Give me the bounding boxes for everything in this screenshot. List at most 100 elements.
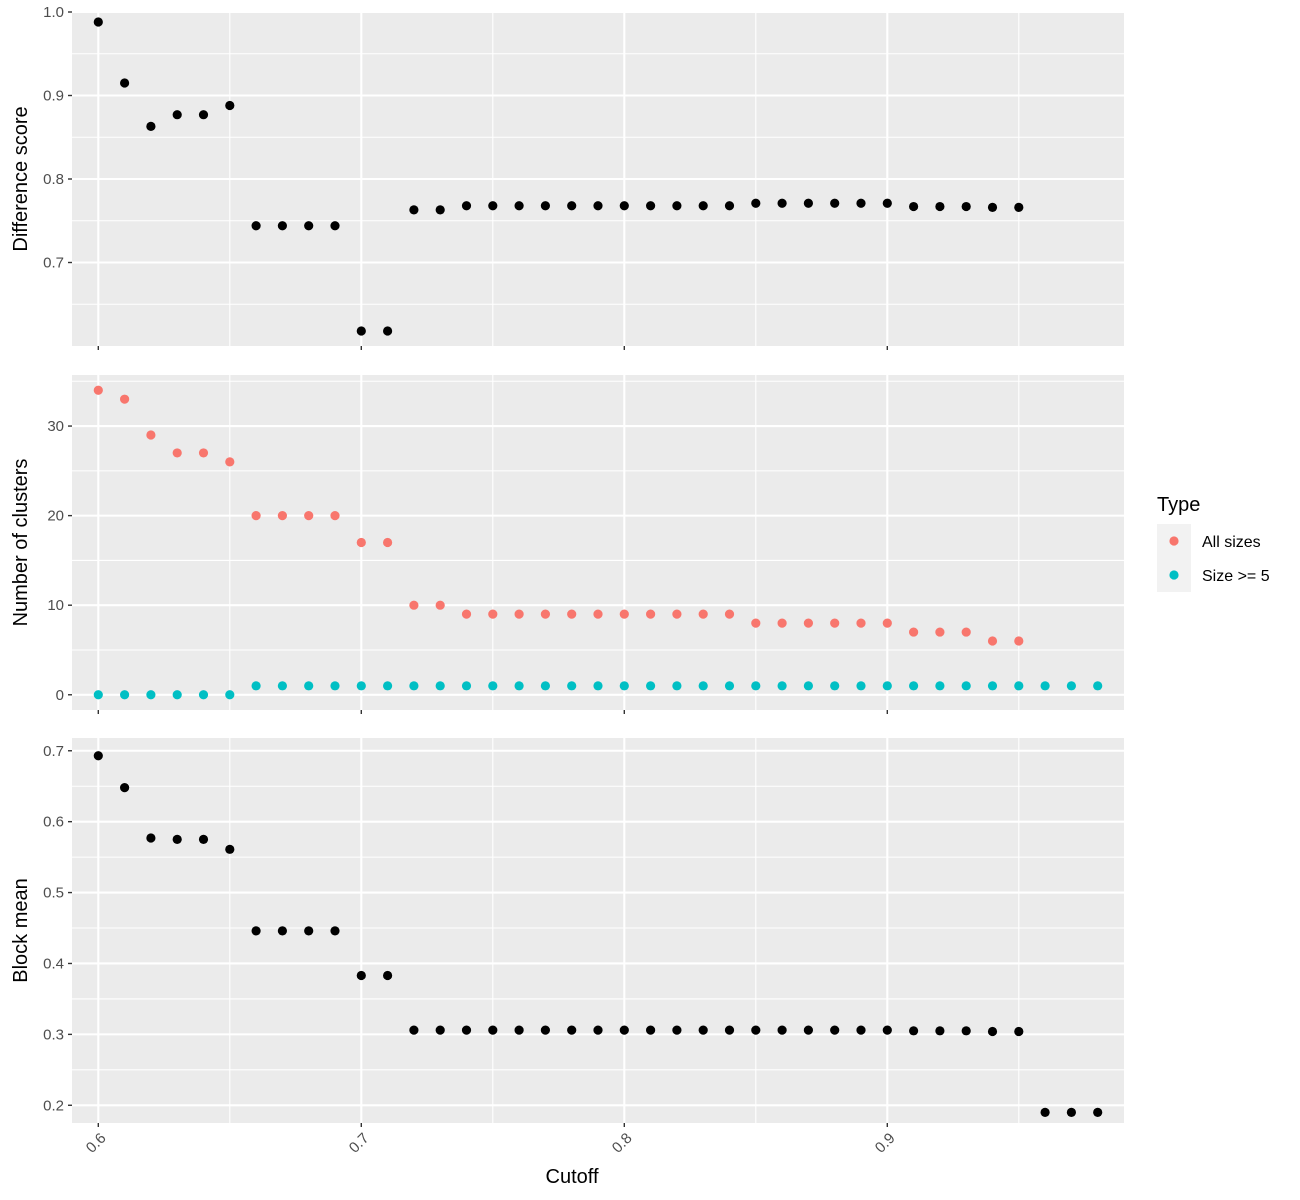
data-point <box>909 1026 919 1036</box>
y-tick-label: 0 <box>56 687 64 704</box>
y-tick-label: 1.0 <box>43 4 64 21</box>
data-point <box>777 618 787 628</box>
data-point <box>514 1025 524 1035</box>
series-2 <box>93 681 1103 700</box>
y-tick-label: 0.4 <box>43 955 64 972</box>
panel-3: 0.2 0.3 0.4 0.5 0.6 0.7 Block mean 0.6 0.7 0.8 0.9… <box>10 738 1124 1188</box>
data-point <box>751 681 761 691</box>
data-point <box>488 201 498 211</box>
data-point <box>567 609 577 619</box>
data-point <box>1066 1107 1076 1117</box>
data-point <box>698 609 708 619</box>
data-point <box>856 198 866 208</box>
data-point <box>277 926 287 936</box>
y-tick-label: 0.2 <box>43 1097 64 1114</box>
data-point <box>619 201 629 211</box>
series-1 <box>93 17 1024 336</box>
data-point <box>1040 1107 1050 1117</box>
data-point <box>198 834 209 844</box>
data-point <box>356 970 366 981</box>
data-point <box>935 681 945 691</box>
data-point <box>1014 681 1024 691</box>
data-point <box>698 1025 708 1035</box>
data-point <box>882 681 892 691</box>
data-point <box>304 511 314 521</box>
data-point <box>987 681 998 691</box>
data-point <box>619 681 629 691</box>
x-tick-label: 0.7 <box>346 1130 373 1157</box>
data-point <box>567 681 577 691</box>
y-tick-label: 0.8 <box>43 171 64 188</box>
data-point <box>619 1025 629 1035</box>
x-axis-title: Cutoff <box>546 1166 599 1188</box>
data-point <box>593 201 603 211</box>
data-point <box>882 1025 892 1035</box>
legend-label: Size >= 5 <box>1202 568 1270 585</box>
panel-background <box>72 375 1124 710</box>
data-point <box>356 537 366 548</box>
data-point <box>856 1025 866 1035</box>
data-point <box>593 1025 603 1035</box>
data-point <box>93 17 103 27</box>
data-point <box>803 1025 814 1035</box>
data-point <box>488 609 498 619</box>
data-point <box>225 100 235 111</box>
data-point <box>330 926 340 936</box>
data-point <box>461 609 472 619</box>
data-point <box>1014 202 1024 212</box>
chart-panels: 0.7 0.8 0.9 1.0 Difference score 0 10 20 30 Numbe… <box>10 4 1124 1188</box>
data-point <box>909 201 919 212</box>
data-point <box>304 681 314 691</box>
data-point <box>1014 636 1024 646</box>
data-point <box>383 681 393 691</box>
data-point <box>304 221 314 231</box>
data-point <box>251 221 261 231</box>
data-point <box>330 681 340 691</box>
panel-background <box>72 738 1124 1123</box>
data-point <box>172 448 182 458</box>
data-point <box>488 1025 498 1035</box>
data-point <box>435 1025 445 1035</box>
x-tick-label: 0.6 <box>83 1130 110 1157</box>
x-tick-label: 0.8 <box>609 1130 636 1157</box>
data-point <box>830 198 840 208</box>
data-point <box>724 1025 735 1035</box>
legend-entry: All sizes <box>1157 524 1261 558</box>
data-point <box>961 201 971 212</box>
data-point <box>1014 1026 1024 1037</box>
data-point <box>540 609 551 619</box>
data-point <box>409 205 419 215</box>
data-point <box>567 1025 577 1035</box>
data-point <box>251 681 261 691</box>
legend: Type All sizes Size >= 5 <box>1157 494 1270 592</box>
data-point <box>356 326 366 336</box>
data-point <box>383 970 393 981</box>
data-point <box>461 681 472 691</box>
data-point <box>146 690 156 700</box>
data-point <box>777 198 787 208</box>
data-point <box>672 609 682 619</box>
data-point <box>777 681 787 691</box>
data-point <box>961 681 971 691</box>
data-point <box>724 681 735 691</box>
data-point <box>987 636 998 646</box>
data-point <box>383 326 393 336</box>
data-point <box>672 201 682 211</box>
data-point <box>856 681 866 691</box>
data-point <box>567 201 577 211</box>
data-point <box>961 1026 971 1036</box>
y-tick-label: 0.6 <box>43 814 64 831</box>
data-point <box>619 609 629 619</box>
data-point <box>435 681 445 691</box>
y-tick-label: 20 <box>47 508 64 525</box>
data-point <box>172 834 182 844</box>
data-point <box>514 201 524 211</box>
data-point <box>93 690 103 700</box>
data-point <box>1093 1107 1103 1117</box>
y-tick-label: 10 <box>47 597 64 614</box>
data-point <box>461 1025 472 1035</box>
legend-swatch <box>1169 536 1179 546</box>
data-point <box>1040 681 1050 691</box>
data-point <box>803 618 814 628</box>
